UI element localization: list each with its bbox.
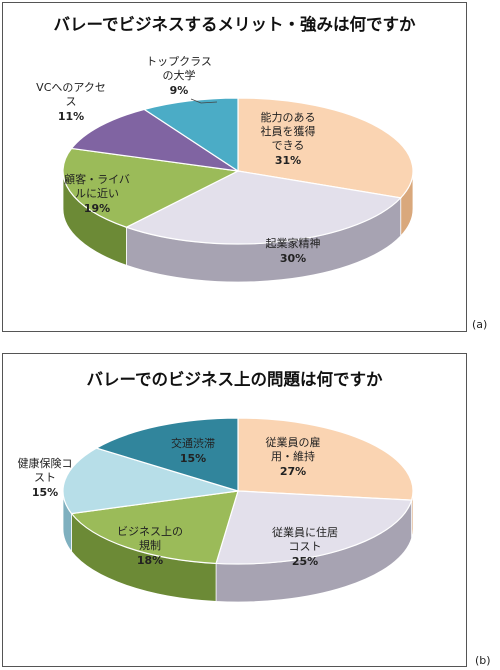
slice-label-text: コスト	[289, 540, 322, 553]
slice-label-text: 従業員に住居	[272, 525, 338, 539]
panel-label-a: (a)	[472, 318, 488, 331]
slice-label-text: 能力のある	[261, 110, 316, 124]
chart-panel-a: バレーでビジネスするメリット・強みは何ですか 能力のある 社員を獲得 できる 31% 起…	[2, 2, 467, 332]
pie-slice	[62, 447, 239, 515]
slice-label-text: 健康保険コ	[18, 456, 73, 470]
slice-label-text: トップクラス	[146, 55, 212, 68]
pie-slice	[237, 417, 414, 501]
slice-label-text: ルに近い	[75, 187, 119, 200]
slice-value-label: 15%	[180, 452, 206, 465]
pie-slice	[94, 417, 239, 492]
pie-slice	[142, 97, 239, 173]
slice-label-text: ビジネス上の	[117, 525, 183, 538]
slice-value-label: 15%	[32, 486, 58, 499]
pie-slices	[62, 97, 414, 245]
pie-slice	[62, 147, 240, 228]
pie-slices	[62, 417, 414, 565]
slice-label-text: 社員を獲得	[261, 124, 316, 138]
slice-label-text: 交通渋滞	[171, 436, 215, 450]
slice-label-text: スト	[34, 471, 56, 484]
chart-panel-b: バレーでのビジネス上の問題は何ですか 従業員の雇 用・維持 27% 従業員に住居 コスト…	[2, 353, 467, 667]
slice-value-label: 25%	[292, 555, 318, 568]
slice-value-label: 9%	[170, 84, 189, 97]
slice-label-text: できる	[272, 139, 305, 152]
slice-label-text: の大学	[163, 68, 196, 82]
slice-label-text: ス	[66, 95, 77, 108]
pie-slice	[70, 490, 239, 565]
slice-value-label: 27%	[280, 465, 306, 478]
slice-label: 交通渋滞 15%	[171, 436, 215, 465]
slice-label-text: 用・維持	[271, 449, 315, 463]
pie-slice	[237, 97, 414, 199]
slice-label-text: 起業家精神	[266, 236, 321, 250]
pie-side-walls	[62, 170, 414, 283]
slice-label-text: 規制	[139, 538, 161, 552]
slice-label-text: 顧客・ライバ	[64, 172, 130, 186]
slice-value-label: 19%	[84, 202, 110, 215]
pie-slice	[215, 490, 413, 565]
slice-value-label: 30%	[280, 252, 306, 265]
pie-slice	[70, 108, 239, 172]
slice-label-text: VCへのアクセ	[36, 81, 106, 94]
slice-value-label: 31%	[275, 154, 301, 167]
pie-slice	[124, 170, 402, 245]
chart-title: バレーでのビジネス上の問題は何ですか	[86, 370, 383, 389]
slice-label-text: 従業員の雇	[266, 435, 321, 449]
leader-line	[190, 98, 218, 104]
pie-side-walls	[62, 490, 414, 603]
chart-title: バレーでビジネスするメリット・強みは何ですか	[53, 15, 416, 34]
slice-value-label: 11%	[58, 110, 84, 123]
slice-value-label: 18%	[137, 554, 163, 567]
panel-label-b: (b)	[475, 654, 491, 667]
slice-label: 起業家精神 30%	[266, 236, 321, 265]
